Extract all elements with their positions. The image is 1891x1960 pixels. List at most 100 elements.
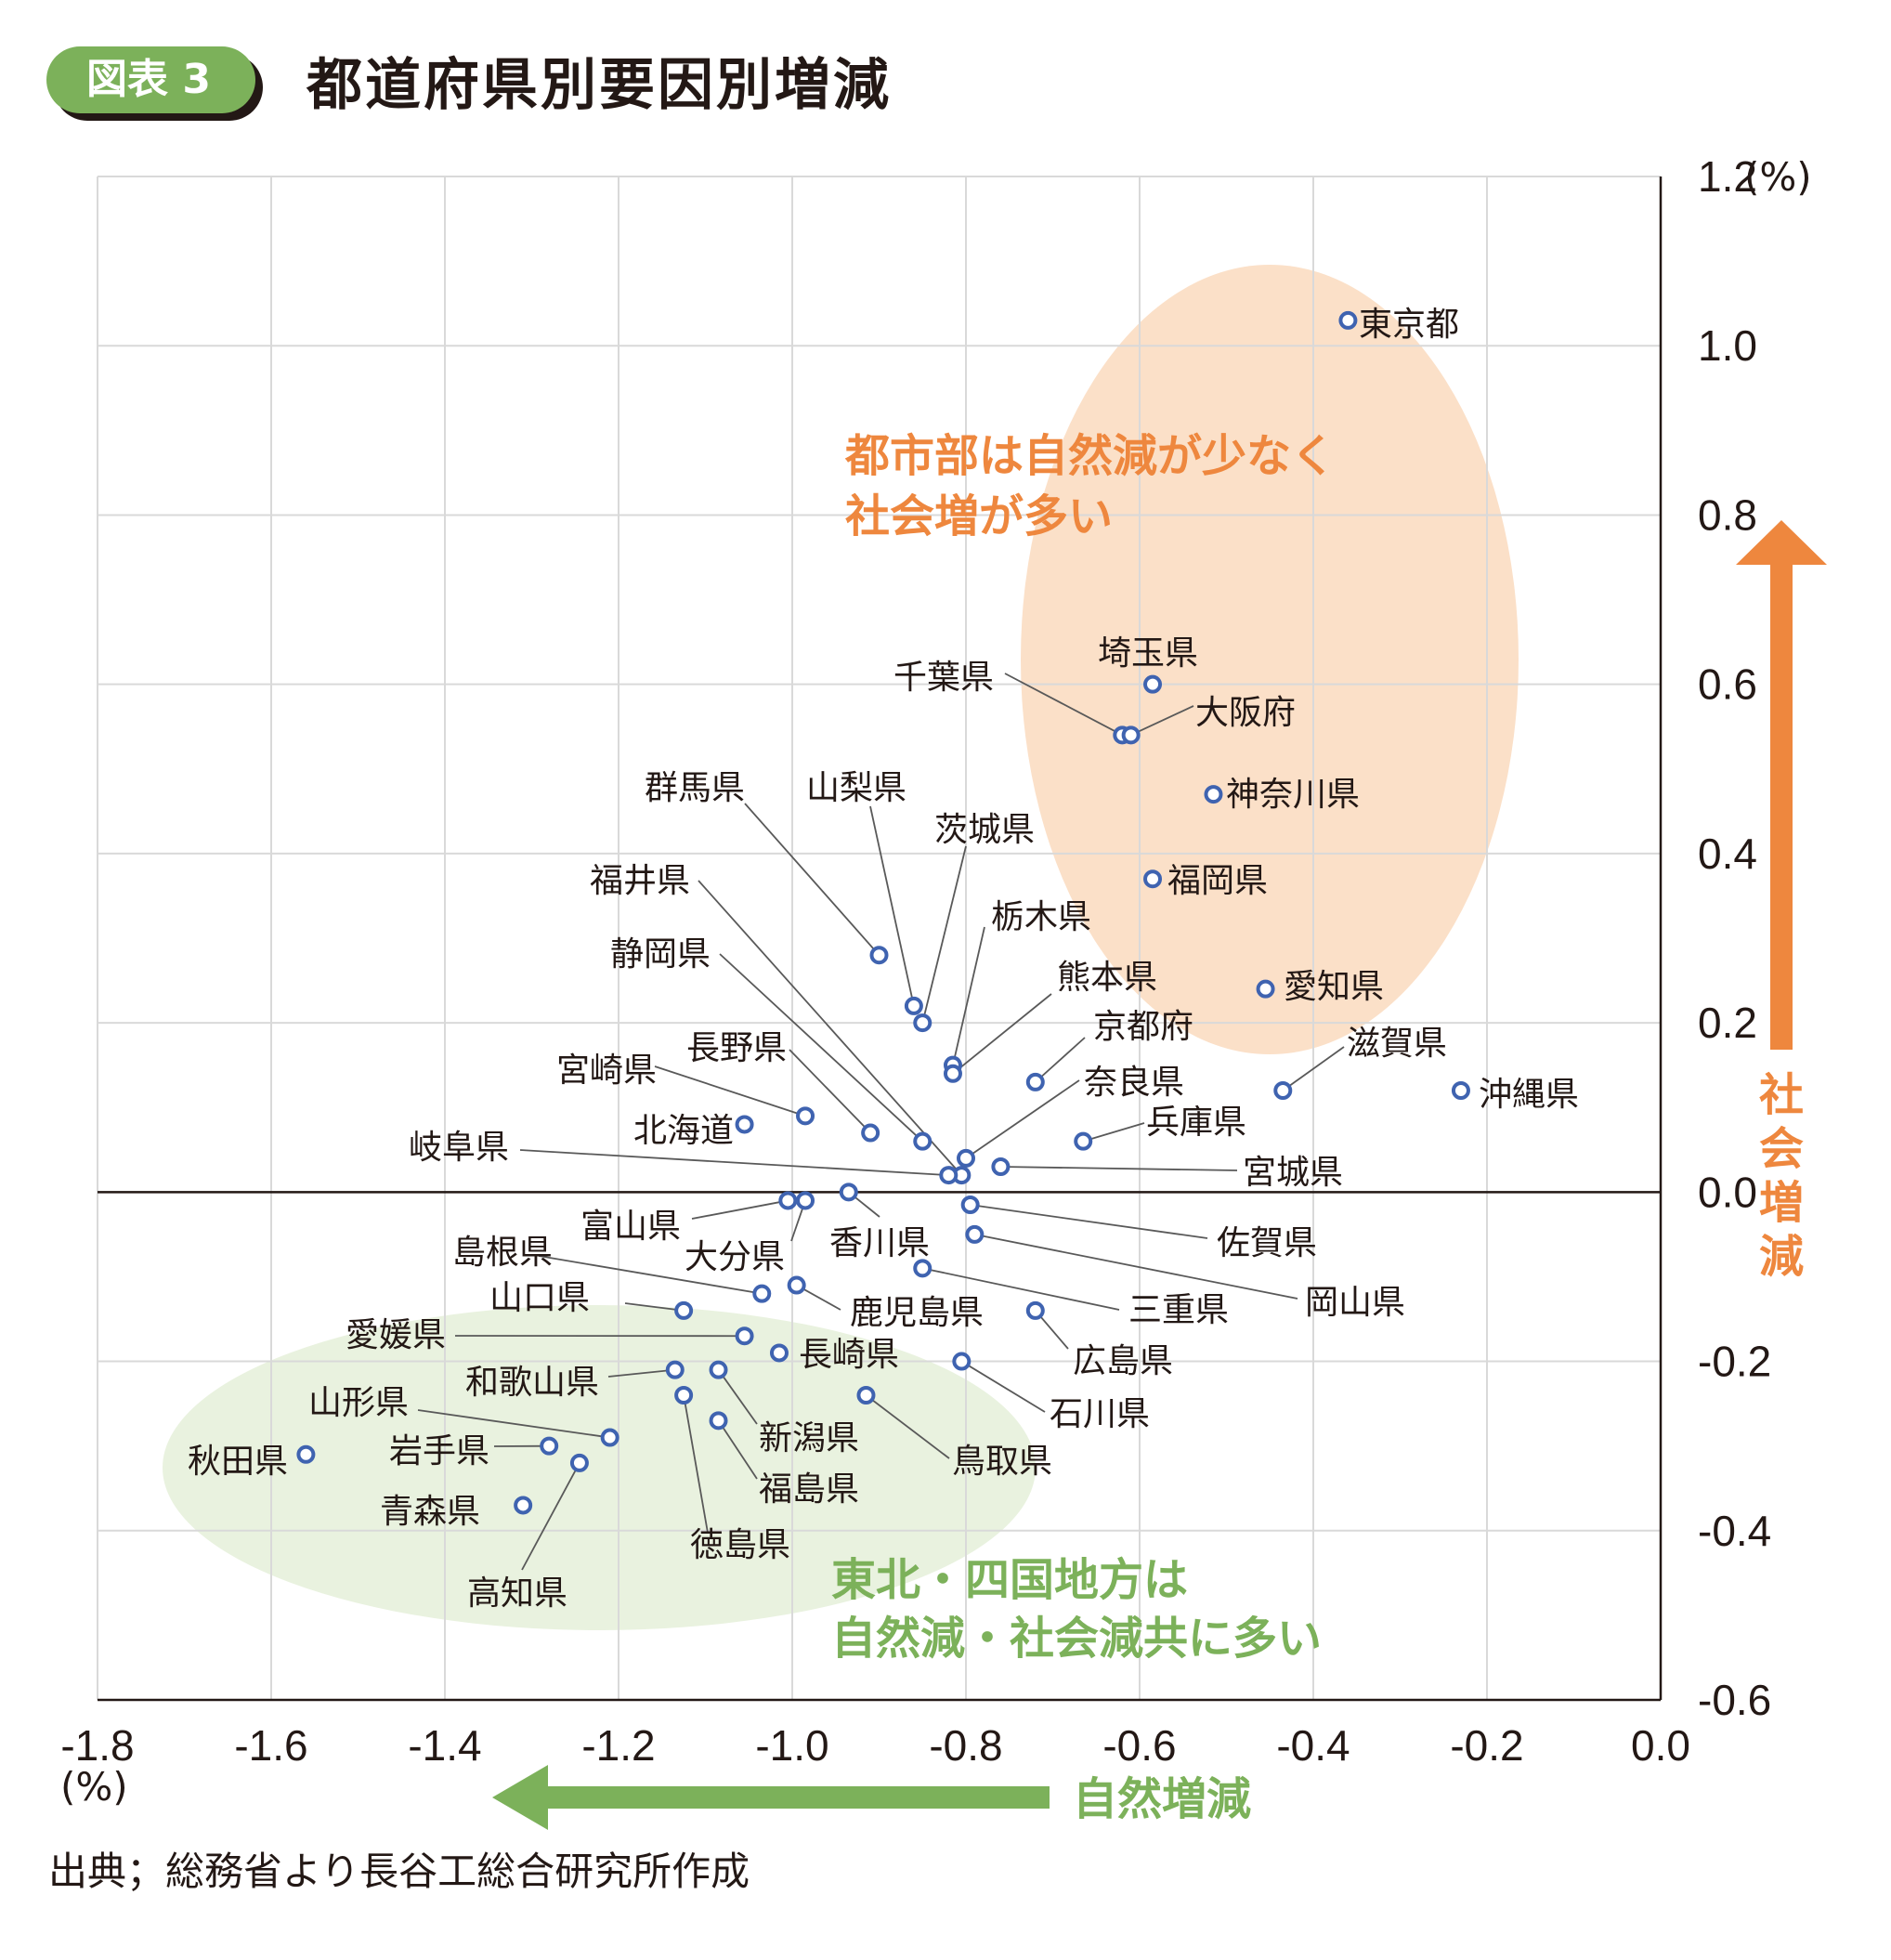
- data-point: [1074, 1131, 1093, 1151]
- point-label: 熊本県: [1057, 959, 1157, 997]
- data-point: [913, 1013, 932, 1033]
- x-tick-label: -1.4: [408, 1721, 481, 1770]
- rural-highlight-ellipse: [163, 1305, 1036, 1630]
- data-point: [787, 1275, 806, 1295]
- data-point: [752, 1284, 772, 1303]
- y-tick-label: -0.2: [1698, 1338, 1771, 1386]
- data-point: [869, 946, 889, 965]
- data-point: [674, 1386, 694, 1405]
- data-point: [1143, 674, 1163, 694]
- data-point: [1273, 1081, 1293, 1100]
- annotation-urban-line-1: 都市部は自然減が少なく: [844, 430, 1336, 482]
- point-label: 茨城県: [934, 811, 1035, 849]
- badge-pill: [46, 46, 255, 113]
- annotation-rural-line-1: 東北・四国地方は: [831, 1554, 1188, 1606]
- data-point: [1025, 1072, 1045, 1091]
- leader-line: [417, 1409, 610, 1439]
- point-label: 秋田県: [188, 1443, 288, 1481]
- point-label: 広島県: [1073, 1342, 1173, 1380]
- leader-line: [719, 953, 923, 1143]
- point-label: 石川県: [1050, 1395, 1150, 1433]
- point-label: 岩手県: [389, 1432, 489, 1470]
- x-tick-label: -0.8: [929, 1721, 1002, 1770]
- data-point: [960, 1196, 980, 1214]
- leader-line: [607, 1368, 675, 1378]
- y-axis-title: 社会増減: [1759, 1069, 1804, 1283]
- leader-line: [538, 1255, 763, 1295]
- figure-number-badge: 図表 3: [46, 46, 263, 121]
- tick-labels: -1.8 -1.6 -1.4 -1.2 -1.0 -0.8 -0.6 -0.4 -0.2 0.0-…: [60, 152, 1771, 1770]
- data-point: [1143, 869, 1163, 889]
- annotation-urban: 都市部は自然減が少なく 社会増が多い: [844, 430, 1336, 542]
- point-label: 福島県: [759, 1470, 859, 1509]
- data-point: [769, 1343, 789, 1363]
- data-point: [965, 1224, 985, 1244]
- point-label: 千葉県: [893, 659, 994, 697]
- data-point: [796, 1106, 815, 1126]
- leader-lines: [417, 673, 1345, 1571]
- figure-title: 都道府県別要因別増減: [306, 53, 892, 118]
- x-tick-label: -0.6: [1102, 1721, 1176, 1770]
- point-label: 岡山県: [1305, 1284, 1405, 1322]
- point-label: 山口県: [489, 1279, 590, 1317]
- source-note: 出典；総務省より長谷工総合研究所作成: [48, 1849, 750, 1894]
- data-point: [839, 1183, 858, 1202]
- data-point: [1451, 1081, 1470, 1100]
- point-label: 香川県: [829, 1224, 930, 1262]
- y-tick-label: 1.2: [1698, 152, 1757, 201]
- point-label: 長崎県: [799, 1336, 899, 1374]
- data-point: [861, 1123, 880, 1143]
- leader-line: [965, 1079, 1080, 1159]
- y-tick-label: 0.2: [1698, 999, 1757, 1047]
- y-axis-title-char: 会: [1759, 1123, 1804, 1175]
- data-point: [674, 1300, 694, 1320]
- leader-line: [960, 1360, 1046, 1413]
- data-point: [904, 996, 923, 1015]
- social-up-arrow-icon: [1736, 520, 1827, 1050]
- point-label: 東京都: [1359, 306, 1459, 344]
- data-point: [778, 1191, 798, 1210]
- leader-line: [1282, 1046, 1345, 1091]
- y-axis-title-char: 社: [1759, 1069, 1804, 1121]
- point-label: 沖縄県: [1479, 1076, 1579, 1114]
- badge-label: 図表 3: [86, 56, 211, 103]
- urban-highlight-ellipse: [1021, 265, 1519, 1054]
- point-label: 愛知県: [1284, 968, 1384, 1006]
- natural-left-arrow-icon: [492, 1765, 1050, 1830]
- axes: [98, 176, 1663, 1702]
- point-label: 山形県: [308, 1384, 409, 1422]
- data-point: [665, 1360, 685, 1379]
- annotation-urban-line-2: 社会増が多い: [845, 490, 1113, 542]
- point-label: 鳥取県: [952, 1443, 1052, 1481]
- y-axis-title-char: 減: [1759, 1231, 1804, 1283]
- leader-line: [691, 1199, 789, 1220]
- point-label: 徳島県: [690, 1526, 790, 1564]
- y-tick-label: 0.6: [1698, 660, 1757, 709]
- leader-line: [952, 926, 985, 1065]
- data-point: [296, 1444, 316, 1464]
- point-label: 大阪府: [1195, 694, 1296, 732]
- point-label: 奈良県: [1084, 1064, 1184, 1102]
- point-label: 神奈川県: [1226, 776, 1360, 814]
- x-tick-label: -1.0: [755, 1721, 828, 1770]
- y-tick-label: 0.8: [1698, 490, 1757, 539]
- leader-line: [521, 1462, 580, 1571]
- leader-line: [1130, 705, 1194, 737]
- leader-line: [789, 1049, 871, 1134]
- leader-line: [1035, 1037, 1086, 1083]
- natural-change-axis-title: 自然増減: [492, 1765, 1251, 1830]
- data-point: [796, 1191, 815, 1210]
- leader-line: [974, 1234, 1298, 1300]
- data-point: [957, 1148, 975, 1168]
- data-point: [1204, 785, 1223, 804]
- leader-line: [683, 1394, 709, 1534]
- point-label: 静岡県: [610, 935, 711, 973]
- point-label: 富山県: [580, 1208, 681, 1246]
- point-label: 福井県: [590, 862, 690, 900]
- y-tick-label: -0.6: [1698, 1676, 1771, 1724]
- data-point: [943, 1064, 962, 1083]
- point-label: 高知県: [467, 1575, 567, 1613]
- data-point: [540, 1436, 559, 1456]
- x-tick-label: -1.6: [234, 1721, 307, 1770]
